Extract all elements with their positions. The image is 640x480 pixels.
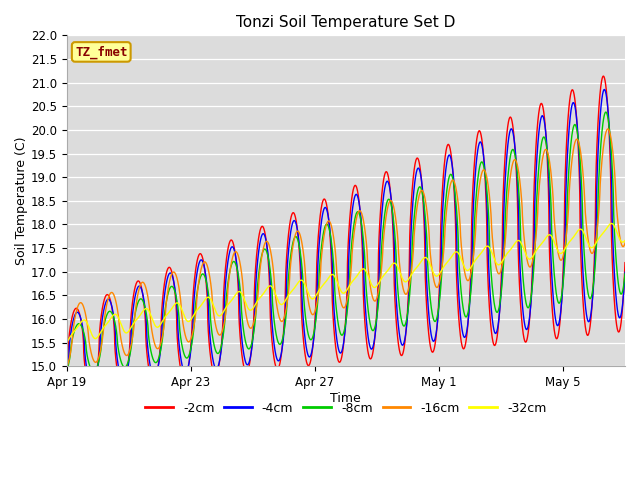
Title: Tonzi Soil Temperature Set D: Tonzi Soil Temperature Set D [236, 15, 456, 30]
X-axis label: Time: Time [330, 392, 361, 405]
Legend: -2cm, -4cm, -8cm, -16cm, -32cm: -2cm, -4cm, -8cm, -16cm, -32cm [140, 396, 551, 420]
Y-axis label: Soil Temperature (C): Soil Temperature (C) [15, 137, 28, 265]
Text: TZ_fmet: TZ_fmet [75, 45, 127, 59]
